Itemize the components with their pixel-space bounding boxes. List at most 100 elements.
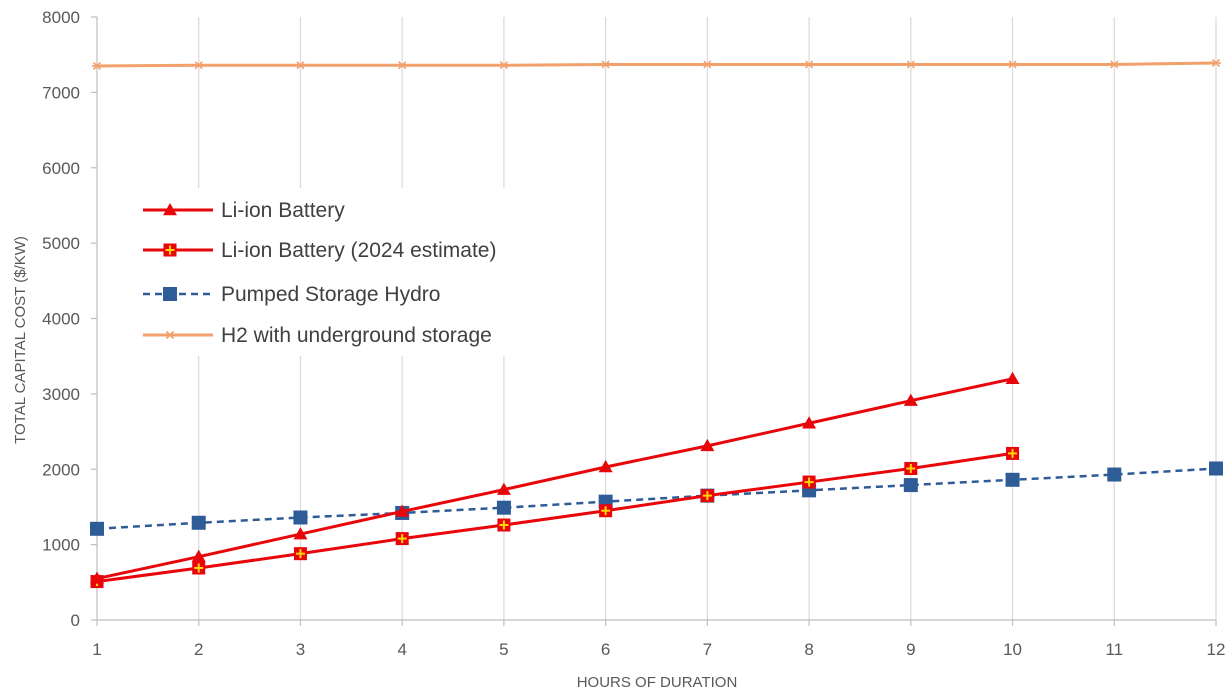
series-2-point-11 (1107, 467, 1122, 482)
series-2-point-12 (1209, 461, 1223, 476)
series-3-point-3-d2 (296, 61, 305, 70)
series-0 (90, 371, 1020, 584)
y-axis-title: TOTAL CAPITAL COST ($/KW) (12, 236, 29, 444)
series-3-point-8 (804, 60, 815, 69)
x-tick-label-9: 9 (906, 640, 915, 659)
x-tick-label-11: 11 (1105, 640, 1123, 659)
x-tick-label-12: 12 (1207, 640, 1226, 659)
legend-swatch-marker-0 (163, 203, 177, 216)
y-tick-label-2000: 2000 (42, 460, 80, 479)
series-1-point-4 (395, 532, 409, 546)
series-1-point-5 (497, 518, 511, 532)
series-1-point-8 (802, 475, 816, 489)
y-tick-label-5000: 5000 (42, 234, 80, 253)
series-0-point-3 (293, 527, 308, 540)
x-tick-label-1: 1 (92, 640, 101, 659)
series-0-point-10 (1005, 371, 1020, 385)
y-tick-label-7000: 7000 (42, 83, 80, 102)
series-3-point-10-d2 (1008, 60, 1017, 69)
series-3-point-10 (1007, 60, 1018, 69)
series-3-point-1 (92, 61, 102, 71)
series-0-point-9 (903, 393, 918, 406)
series-1-point-2 (192, 561, 206, 575)
series-3-point-5-d2 (499, 61, 508, 70)
series-1-point-7 (700, 489, 714, 503)
series-2-point-2 (191, 515, 206, 530)
legend-entry-0: Li-ion Battery (143, 199, 345, 222)
series-1-point-3 (293, 547, 307, 561)
series-3-point-7-d2 (703, 60, 712, 69)
series-3-point-6-d2 (601, 60, 610, 69)
series-3-point-12-d2 (1211, 58, 1221, 68)
series-3-point-4 (397, 61, 408, 70)
x-tick-label-8: 8 (804, 640, 813, 659)
series-3-point-9-d2 (906, 60, 915, 69)
series-2-point-1 (90, 521, 104, 536)
x-tick-label-4: 4 (397, 640, 406, 659)
series-0-point-7 (700, 438, 715, 452)
series-3-point-12 (1211, 58, 1221, 68)
series-2-point-10 (1005, 472, 1020, 487)
x-tick-label-3: 3 (296, 640, 305, 659)
series-3-point-5 (498, 61, 509, 70)
series-3-point-8-d2 (805, 60, 814, 69)
legend-label-1: Li-ion Battery (2024 estimate) (221, 239, 496, 262)
legend-entry-3: H2 with underground storage (143, 324, 492, 347)
x-tick-label-7: 7 (703, 640, 712, 659)
y-tick-label-6000: 6000 (42, 159, 80, 178)
x-axis-title: HOURS OF DURATION (577, 674, 738, 691)
series-3-line (96, 61, 1217, 68)
legend-swatch-marker-3-d2 (165, 330, 175, 340)
legend-entry-1: Li-ion Battery (2024 estimate) (143, 239, 496, 262)
legend-label-2: Pumped Storage Hydro (221, 283, 440, 306)
x-tick-label-10: 10 (1003, 640, 1022, 659)
legend-background (130, 188, 520, 356)
series-0-point-2 (191, 549, 206, 562)
x-tick-label-6: 6 (601, 640, 610, 659)
series-3-point-3 (295, 61, 306, 70)
series-3-point-2-d2 (194, 61, 203, 70)
x-tick-label-2: 2 (194, 640, 203, 659)
series-3-point-11-d2 (1110, 60, 1119, 69)
series-1-point-9 (904, 461, 918, 475)
series-0-point-5 (496, 482, 511, 495)
legend-swatch-marker-1 (163, 243, 177, 257)
series-3-point-11 (1109, 60, 1120, 69)
series-0-point-4 (395, 504, 410, 517)
y-tick-label-8000: 8000 (42, 8, 80, 27)
legend-label-3: H2 with underground storage (221, 324, 492, 347)
y-tick-label-1000: 1000 (42, 536, 80, 555)
series-2 (90, 461, 1223, 536)
series-3-point-9 (905, 60, 916, 69)
series (90, 58, 1223, 589)
legend-swatch-marker-2 (163, 287, 177, 301)
series-1-point-6 (599, 504, 613, 518)
y-tick-label-4000: 4000 (42, 310, 80, 329)
series-3-point-2 (193, 61, 204, 70)
series-0-point-1 (90, 571, 104, 584)
series-2-point-9 (903, 478, 918, 493)
series-3-point-6 (600, 60, 611, 69)
series-3 (92, 58, 1221, 71)
series-3-point-7 (702, 60, 713, 69)
y-tick-label-3000: 3000 (42, 385, 80, 404)
legend-swatch-marker-3 (165, 330, 175, 340)
series-3-point-4-d2 (398, 61, 407, 70)
series-1-line (96, 451, 1013, 584)
series-1-point-10 (1006, 446, 1020, 460)
legend-entry-2: Pumped Storage Hydro (143, 283, 440, 306)
legend-label-0: Li-ion Battery (221, 199, 345, 222)
series-2-line (96, 467, 1217, 531)
series-0-point-6 (598, 459, 613, 473)
x-tick-label-5: 5 (499, 640, 508, 659)
legend: Li-ion Battery Li-ion Battery (2024 estim… (130, 188, 520, 356)
series-0-point-8 (802, 416, 817, 429)
series-2-point-5 (496, 500, 511, 515)
series-2-point-3 (293, 510, 308, 525)
series-3-point-1-d2 (92, 61, 102, 71)
y-tick-label-0: 0 (71, 611, 80, 630)
series-0-line (96, 377, 1013, 581)
